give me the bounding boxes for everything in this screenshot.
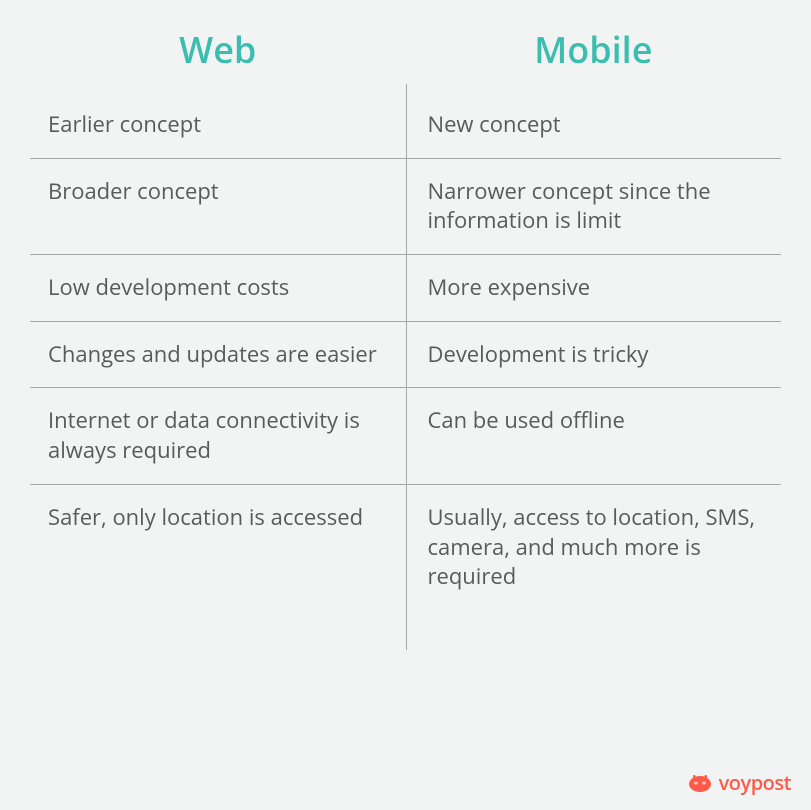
cell-mobile: New concept [402, 92, 782, 158]
brand-logo: voypost [687, 769, 791, 796]
comparison-table: Earlier concept New concept Broader conc… [30, 92, 781, 610]
header-web: Web [30, 25, 406, 74]
cell-mobile: Can be used offline [402, 388, 782, 483]
comparison-container: Web Mobile Earlier concept New concept B… [0, 0, 811, 810]
vertical-divider [406, 84, 407, 650]
header-row: Web Mobile [30, 25, 781, 74]
cell-mobile: Narrower concept since the information i… [402, 159, 782, 254]
cell-mobile: Development is tricky [402, 322, 782, 388]
header-mobile: Mobile [406, 25, 782, 74]
cell-web: Changes and updates are easier [30, 322, 402, 388]
voypost-icon [687, 772, 713, 794]
cell-web: Low development costs [30, 255, 402, 321]
cell-web: Broader concept [30, 159, 402, 254]
cell-mobile: More expensive [402, 255, 782, 321]
cell-mobile: Usually, access to location, SMS, camera… [402, 485, 782, 610]
cell-web: Earlier concept [30, 92, 402, 158]
cell-web: Internet or data connectivity is always … [30, 388, 402, 483]
logo-text: voypost [719, 769, 791, 796]
cell-web: Safer, only location is accessed [30, 485, 402, 610]
